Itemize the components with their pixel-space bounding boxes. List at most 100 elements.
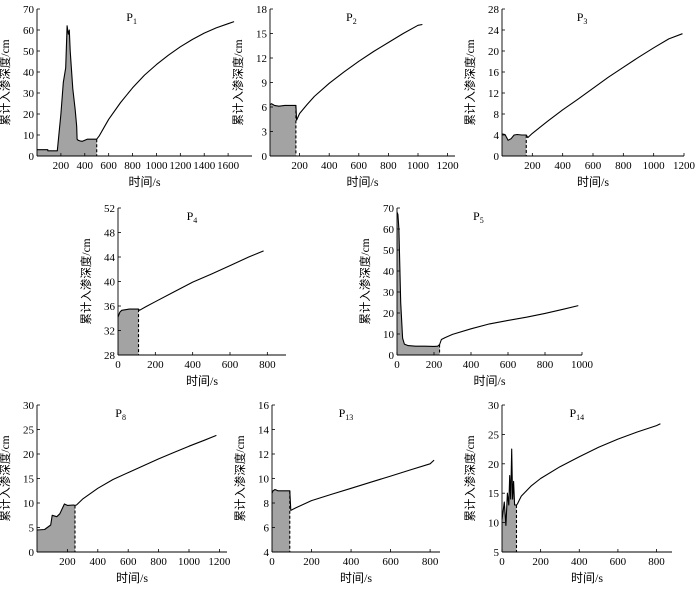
x-tick-label: 1200 [437, 160, 460, 172]
x-tick-label: 400 [571, 556, 588, 568]
y-tick-label: 16 [258, 400, 270, 412]
y-tick-label: 0 [389, 350, 395, 362]
x-tick-label: 400 [554, 160, 571, 172]
y-tick-label: 6 [264, 523, 270, 535]
y-tick-label: 0 [29, 151, 35, 163]
y-tick-label: 8 [264, 498, 270, 510]
y-tick-label: 40 [104, 277, 116, 289]
x-tick-label: 200 [426, 359, 443, 371]
y-tick-label: 10 [23, 498, 35, 510]
chart-title: P1 [126, 10, 137, 26]
y-tick-label: 20 [488, 459, 500, 471]
y-tick-label: 5 [494, 547, 500, 559]
x-axis-label: 时间/s [116, 571, 148, 585]
x-tick-label: 600 [120, 556, 137, 568]
x-tick-label: 800 [380, 160, 397, 172]
y-tick-label: 60 [383, 224, 395, 236]
shaded-area [37, 25, 97, 156]
x-tick-label: 800 [615, 160, 632, 172]
chart-title-letter: P [126, 10, 133, 24]
x-tick-label: 1000 [643, 160, 666, 172]
shaded-area [272, 489, 290, 552]
chart-title-letter: P [569, 406, 576, 420]
series-line [117, 250, 264, 318]
y-tick-label: 20 [23, 109, 35, 121]
y-tick-label: 50 [383, 245, 395, 257]
x-axis-label: 时间/s [473, 374, 505, 388]
shaded-area [502, 133, 527, 156]
x-tick-label: 600 [610, 556, 627, 568]
y-tick-label: 40 [23, 67, 35, 79]
series-line [396, 211, 579, 347]
shaded-area [37, 504, 75, 552]
x-tick-label: 800 [150, 556, 167, 568]
y-tick-label: 12 [256, 53, 267, 65]
chart-title: P8 [115, 406, 126, 422]
y-tick-label: 30 [23, 400, 35, 412]
y-tick-label: 14 [258, 425, 270, 437]
y-tick-label: 30 [383, 287, 395, 299]
y-tick-label: 32 [104, 326, 115, 338]
x-axis-label: 时间/s [340, 571, 372, 585]
y-tick-label: 70 [383, 203, 395, 215]
y-tick-label: 25 [488, 429, 500, 441]
shaded-area [118, 309, 139, 355]
chart-p14: 5 10 15 20 25 30 0 200 400 600 800 P14 时间/s 累计入渗深度/cm [463, 400, 672, 585]
x-tick-label: 600 [585, 160, 602, 172]
x-axis-label: 时间/s [128, 175, 160, 189]
y-tick-label: 0 [494, 151, 500, 163]
x-tick-label: 600 [382, 556, 399, 568]
y-tick-label: 4 [494, 130, 500, 142]
chart-title: P4 [187, 209, 198, 225]
x-tick-label: 1400 [193, 160, 216, 172]
y-axis-label: 累计入渗深度/cm [0, 435, 12, 521]
x-tick-label: 200 [303, 556, 320, 568]
chart-title: P2 [346, 10, 357, 26]
y-tick-label: 10 [23, 130, 35, 142]
y-tick-label: 60 [23, 25, 35, 37]
x-tick-label: 0 [499, 556, 505, 568]
x-tick-label: 600 [500, 359, 517, 371]
y-tick-label: 28 [488, 4, 500, 16]
chart-title-letter: P [187, 209, 194, 223]
chart-title: P3 [577, 10, 588, 26]
y-tick-label: 20 [383, 308, 395, 320]
y-tick-label: 30 [488, 400, 500, 412]
chart-p8: 0 5 10 15 20 25 30 200 400 600 800 1000 1200 P8 时间/s 累计… [0, 400, 231, 585]
series-line [269, 23, 423, 121]
y-tick-label: 4 [264, 547, 270, 559]
y-tick-label: 30 [23, 88, 35, 100]
y-axis-label: 累计入渗深度/cm [233, 435, 247, 521]
chart-title-letter: P [577, 10, 584, 24]
y-tick-label: 10 [258, 474, 270, 486]
chart-title-subscript: 13 [345, 413, 353, 422]
y-tick-label: 48 [104, 228, 116, 240]
series-line [501, 423, 661, 527]
x-tick-label: 1600 [217, 160, 240, 172]
x-tick-label: 200 [53, 160, 70, 172]
chart-p3: 0 4 8 12 16 20 24 28 200 400 600 800 1000 1200 P3 时间/s 累… [463, 4, 696, 189]
chart-p5: 0 10 20 30 40 50 60 70 0 200 400 600 800 1000 P5 时间/s 累计… [358, 203, 594, 388]
x-tick-label: 400 [463, 359, 480, 371]
y-tick-label: 20 [23, 449, 35, 461]
chart-title-subscript: 4 [193, 216, 197, 225]
chart-title-subscript: 8 [122, 413, 126, 422]
series-line [36, 434, 217, 531]
y-tick-label: 16 [488, 67, 500, 79]
chart-title: P13 [339, 406, 354, 422]
x-tick-label: 400 [90, 556, 107, 568]
x-tick-label: 800 [648, 556, 665, 568]
x-tick-label: 800 [422, 556, 439, 568]
y-axis-label: 累计入渗深度/cm [79, 238, 93, 324]
y-axis-label: 累计入渗深度/cm [463, 39, 477, 125]
y-tick-label: 9 [262, 78, 268, 90]
y-tick-label: 25 [23, 425, 35, 437]
x-tick-label: 400 [343, 556, 360, 568]
y-tick-label: 0 [262, 151, 268, 163]
x-tick-label: 1200 [673, 160, 696, 172]
y-axis-label: 累计入渗深度/cm [463, 435, 477, 521]
x-tick-label: 200 [524, 160, 541, 172]
chart-title: P5 [473, 209, 484, 225]
x-tick-label: 800 [259, 359, 276, 371]
